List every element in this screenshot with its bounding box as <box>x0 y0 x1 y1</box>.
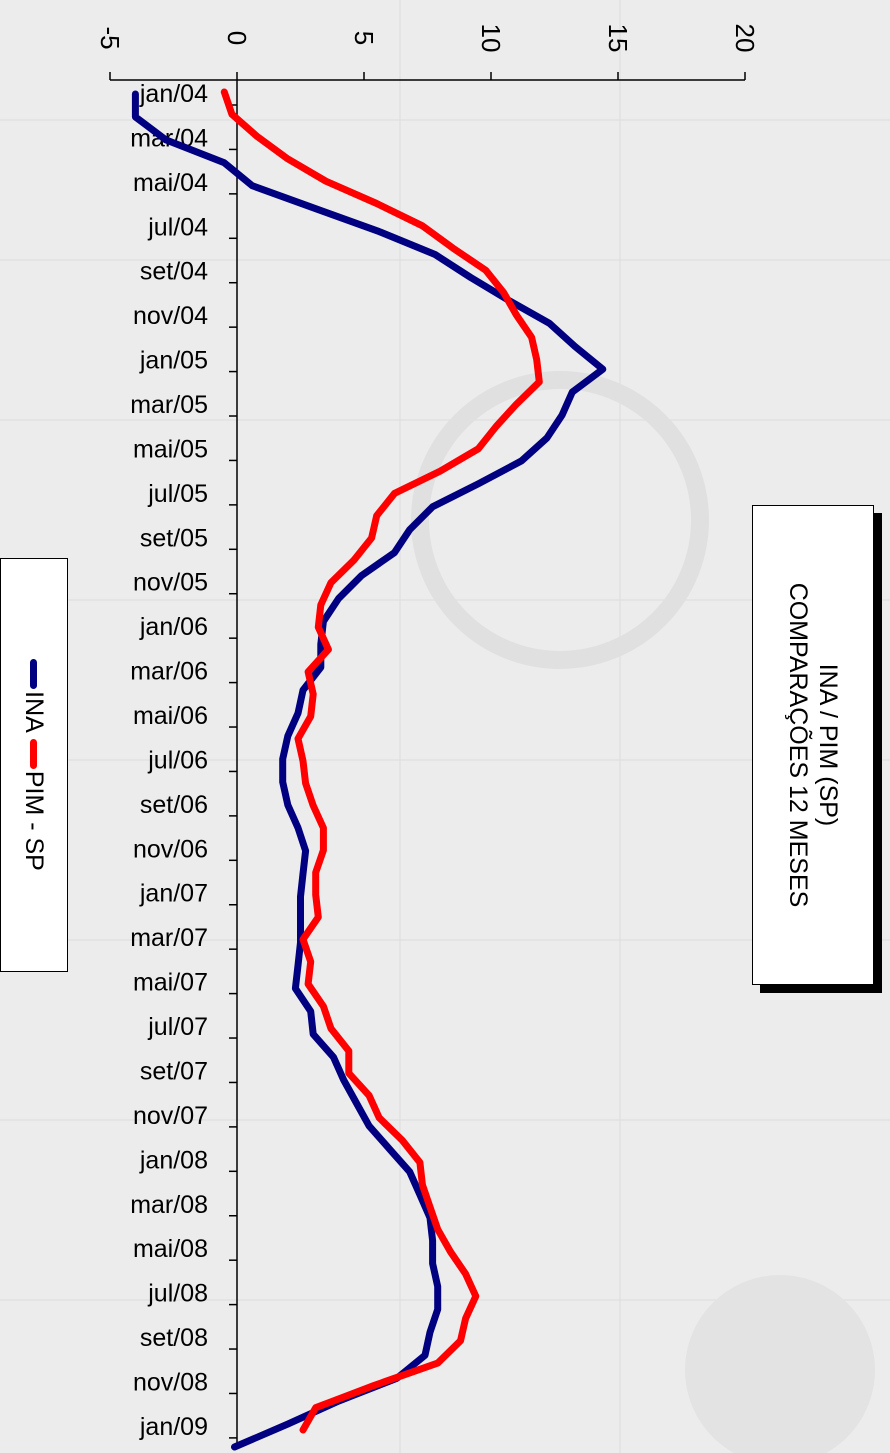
category-tick-label: jul/07 <box>147 1013 208 1041</box>
category-tick-label: set/05 <box>140 524 208 552</box>
value-tick-label: -5 <box>95 26 125 49</box>
category-tick-label: nov/08 <box>133 1368 208 1396</box>
category-tick-label: jul/04 <box>147 213 208 241</box>
legend-item-pim-sp: PIM - SP <box>20 738 49 871</box>
category-tick-label: mai/08 <box>133 1235 208 1263</box>
category-tick-label: jan/08 <box>139 1146 208 1174</box>
legend-swatch-ina <box>30 659 38 690</box>
category-tick-label: mai/05 <box>133 435 208 463</box>
category-tick-label: jan/06 <box>139 613 208 641</box>
category-tick-label: nov/04 <box>133 302 208 330</box>
category-tick-label: mar/06 <box>130 658 208 686</box>
value-tick-label: 20 <box>730 24 760 53</box>
category-tick-label: mar/08 <box>130 1191 208 1219</box>
category-tick-label: jul/05 <box>147 480 208 508</box>
category-tick-label: mai/06 <box>133 702 208 730</box>
category-tick-label: mar/05 <box>130 391 208 419</box>
category-tick-label: jul/08 <box>147 1280 208 1308</box>
legend-item-ina: INA <box>20 659 49 733</box>
category-tick-label: jan/04 <box>139 80 208 108</box>
chart-title-box: INA / PIM (SP) COMPARAÇÕES 12 MESES <box>752 505 874 985</box>
legend: INA PIM - SP <box>0 558 68 972</box>
category-tick-label: jul/06 <box>147 746 208 774</box>
value-tick-label: 5 <box>349 31 379 45</box>
category-tick-label: nov/06 <box>133 835 208 863</box>
category-tick-label: set/06 <box>140 791 208 819</box>
legend-label-pim-sp: PIM - SP <box>20 770 49 871</box>
series-line-ina <box>131 90 607 1451</box>
value-tick-label: 0 <box>222 31 252 45</box>
series-line-pim-sp <box>220 88 543 1434</box>
category-axis: jan/04mar/04mai/04jul/04set/04nov/04jan/… <box>130 80 238 1448</box>
category-tick-label: set/08 <box>140 1324 208 1352</box>
category-tick-label: nov/05 <box>133 569 208 597</box>
category-tick-label: mai/04 <box>133 169 208 197</box>
category-tick-label: jan/09 <box>139 1413 208 1441</box>
category-tick-label: set/04 <box>140 258 208 286</box>
value-axis: -5 0 5 10 15 20 <box>95 24 760 81</box>
category-tick-label: jan/07 <box>139 880 208 908</box>
value-tick-label: 10 <box>476 24 506 53</box>
legend-label-ina: INA <box>20 691 49 733</box>
value-tick-label: 15 <box>603 24 633 53</box>
category-tick-label: jan/05 <box>139 347 208 375</box>
chart-title: INA / PIM (SP) <box>814 663 842 827</box>
chart-subtitle: COMPARAÇÕES 12 MESES <box>784 582 812 908</box>
legend-swatch-pim-sp <box>30 738 38 769</box>
category-tick-label: nov/07 <box>133 1102 208 1130</box>
category-tick-label: mai/07 <box>133 969 208 997</box>
category-tick-label: mar/07 <box>130 924 208 952</box>
category-tick-label: set/07 <box>140 1057 208 1085</box>
